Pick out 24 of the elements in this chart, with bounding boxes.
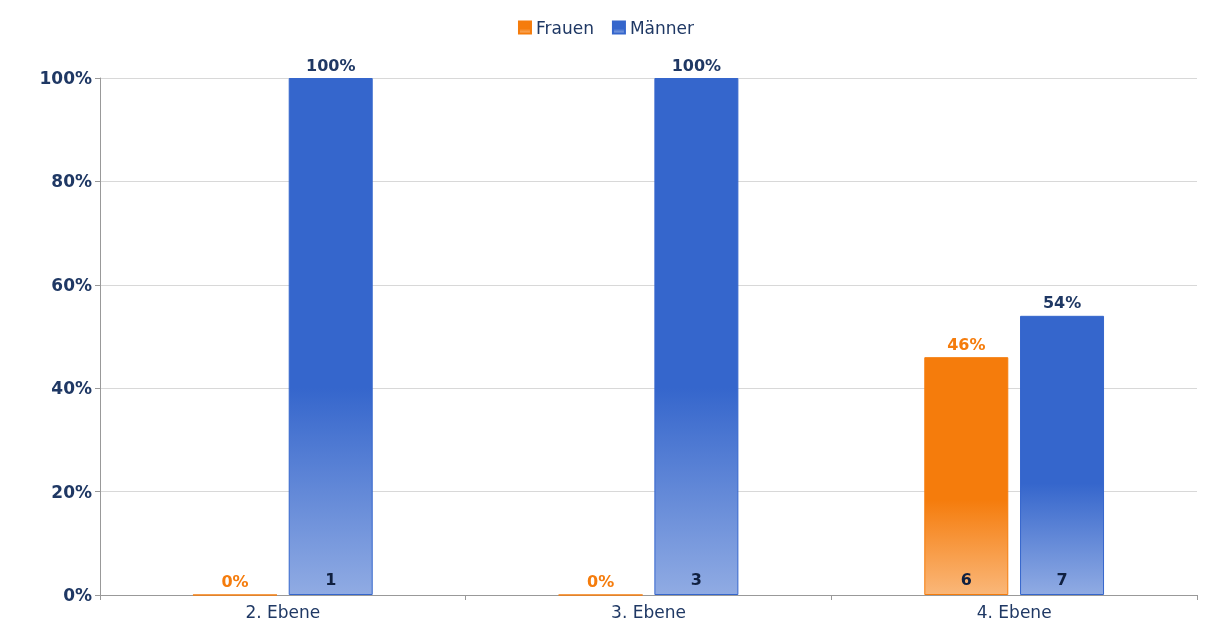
data-label: 0% [587,572,615,591]
y-tick-label: 80% [51,171,92,192]
y-tick-label: 100% [39,68,92,88]
data-label: 100% [305,55,356,75]
y-tick-label: 40% [51,378,92,399]
data-label: 100% [671,55,722,75]
annotation: 3 [690,569,702,589]
x-tick-label: 4. Ebene [976,601,1052,622]
x-tick-label: 2. Ebene [245,601,321,622]
annotation: 7 [1056,569,1068,589]
bar [288,78,373,595]
legend-label: Männer [629,17,695,38]
data-label: 0% [221,572,249,591]
legend-label: Frauen [535,17,594,38]
bar [654,78,739,595]
y-tick-label: 60% [51,274,92,295]
x-tick-label: 3. Ebene [611,601,686,622]
annotation: 1 [325,569,337,589]
data-label: 46% [947,334,986,354]
annotation: 6 [960,569,972,589]
data-label: 54% [1042,293,1082,313]
bar [1020,315,1105,595]
y-tick-label: 20% [51,481,92,502]
y-tick-label: 0% [63,585,92,605]
